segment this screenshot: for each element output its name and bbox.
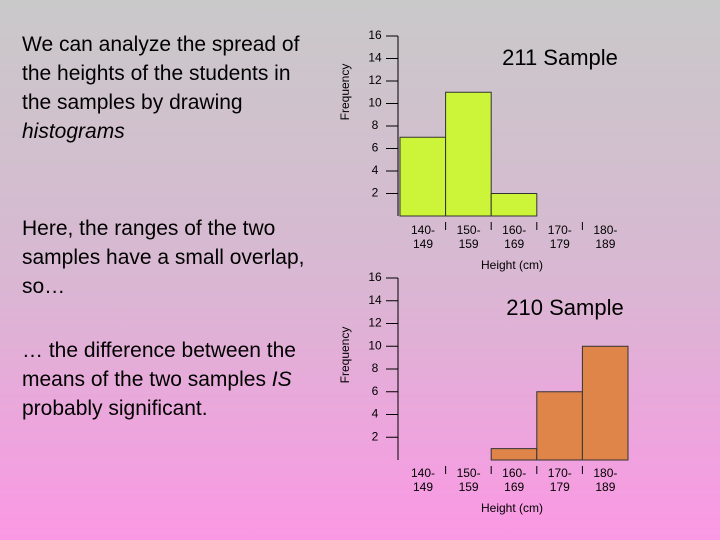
y-tick-label: 12	[368, 73, 382, 87]
y-tick-label: 8	[372, 361, 379, 375]
x-tick-label: 140- 149	[410, 223, 436, 251]
y-tick-label: 12	[368, 316, 382, 330]
y-tick-label: 6	[372, 384, 379, 398]
x-tick-label: 180- 189	[593, 466, 618, 494]
y-tick-label: 2	[372, 429, 379, 443]
y-tick-label: 16	[368, 270, 382, 284]
paragraph: Here, the ranges of the two samples have…	[22, 214, 312, 301]
paragraph: … the difference between the means of th…	[22, 336, 312, 423]
x-axis-label: Height (cm)	[481, 501, 543, 515]
y-tick-label: 8	[372, 118, 379, 132]
chart-title: 211 Sample	[502, 45, 618, 70]
y-tick-label: 2	[372, 186, 379, 200]
y-tick-label: 14	[368, 293, 382, 307]
y-tick-label: 16	[368, 28, 382, 42]
y-axis-label: Frequency	[338, 327, 352, 384]
italic-text: IS	[271, 368, 292, 391]
text: We can analyze the spread of the heights…	[22, 33, 300, 114]
paragraph: We can analyze the spread of the heights…	[22, 30, 312, 146]
x-tick-label: 160- 169	[502, 466, 527, 494]
y-tick-label: 10	[368, 96, 382, 110]
x-tick-label: 170- 179	[547, 466, 572, 494]
bar	[536, 391, 583, 461]
x-tick-label: 160- 169	[502, 223, 527, 251]
chart-title: 210 Sample	[506, 295, 623, 320]
y-tick-label: 14	[368, 51, 382, 65]
text: probably significant.	[22, 397, 208, 420]
bar	[399, 136, 447, 217]
y-tick-label: 10	[368, 338, 382, 352]
bar	[490, 193, 538, 217]
y-axis-label: Frequency	[338, 64, 352, 121]
bar	[490, 448, 538, 461]
x-tick-label: 170- 179	[547, 223, 572, 251]
x-tick-label: 140- 149	[410, 466, 436, 494]
x-tick-label: 150- 159	[456, 223, 481, 251]
bar	[445, 91, 492, 217]
x-axis-label: Height (cm)	[481, 258, 543, 272]
text: … the difference between the means of th…	[22, 339, 296, 391]
y-tick-label: 6	[372, 141, 379, 155]
y-tick-label: 4	[372, 407, 379, 421]
italic-text: histograms	[22, 120, 125, 143]
x-tick-label: 180- 189	[593, 223, 618, 251]
y-tick-label: 4	[372, 163, 379, 177]
x-tick-label: 150- 159	[456, 466, 481, 494]
bar	[581, 345, 629, 461]
text: Here, the ranges of the two samples have…	[22, 217, 305, 298]
